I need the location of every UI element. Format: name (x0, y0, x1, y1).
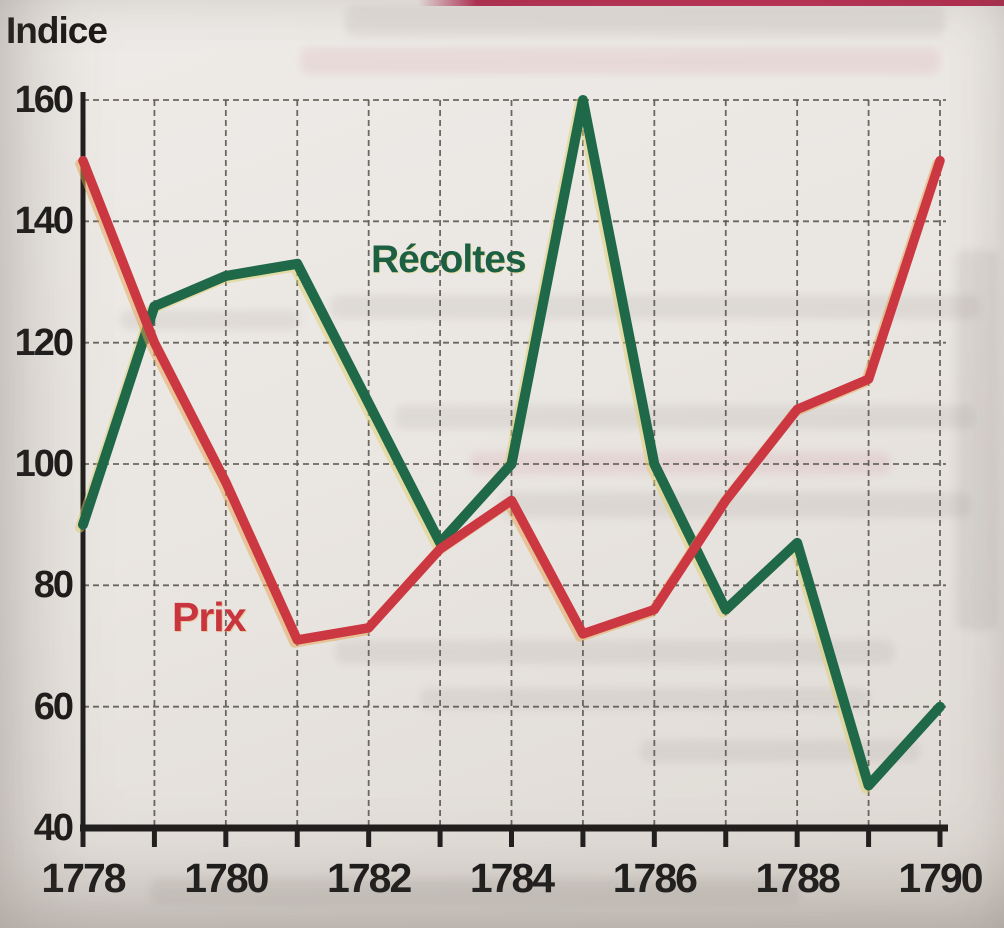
y-axis-tick-label: 120 (14, 321, 74, 364)
y-axis-title: Indice (6, 10, 108, 51)
bleed-through-artifact (150, 878, 800, 904)
page-edge-strip (418, 0, 1004, 6)
x-axis-tick-label: 1782 (327, 855, 412, 901)
x-axis-tick-label: 1778 (41, 855, 126, 901)
x-axis-tick-label: 1784 (469, 855, 555, 901)
x-axis-tick-label: 1790 (898, 855, 983, 901)
bleed-through-artifact (956, 250, 998, 630)
bleed-through-artifact (420, 688, 870, 710)
y-axis-tick-label: 140 (14, 200, 74, 243)
bleed-through-artifact (120, 310, 300, 330)
y-axis-tick-label: 160 (14, 79, 74, 121)
bleed-through-artifact (335, 640, 895, 664)
series-line-recoltes (78, 95, 945, 791)
x-axis-tick-label: 1786 (612, 855, 698, 901)
x-axis-tick-label: 1780 (184, 855, 269, 901)
x-axis-tick-label: 1788 (755, 855, 841, 901)
bleed-through-artifact (470, 452, 890, 474)
series-label-prix: Prix (172, 594, 246, 640)
series-line-prix (78, 155, 945, 645)
series-label-recoltes: Récoltes (371, 238, 527, 281)
bleed-through-artifact (395, 405, 975, 429)
bleed-through-artifact (345, 6, 945, 36)
y-axis-tick-label: 40 (33, 807, 74, 849)
y-axis-tick-label: 80 (33, 564, 74, 607)
y-axis-tick-label: 100 (14, 443, 74, 485)
bleed-through-artifact (300, 48, 940, 74)
y-axis-tick-label: 60 (33, 685, 74, 728)
